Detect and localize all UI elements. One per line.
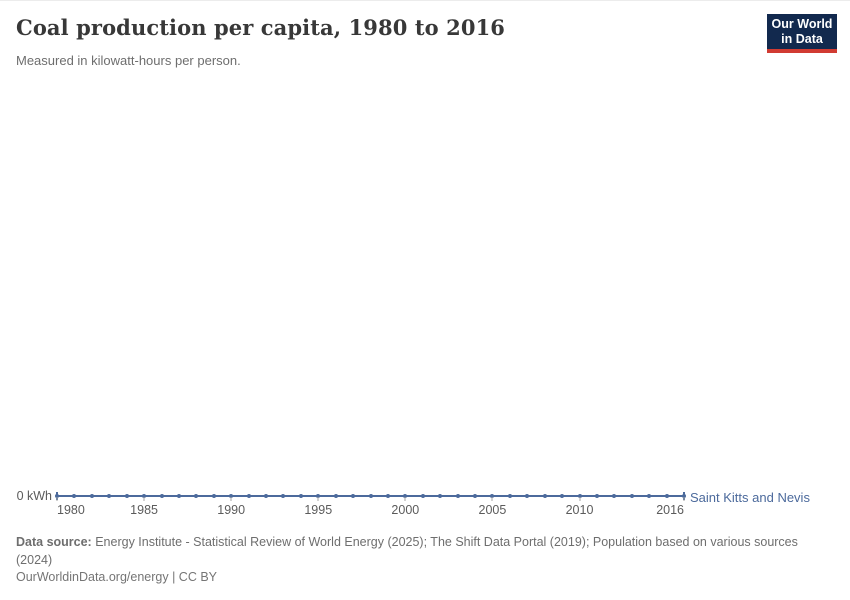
x-axis-tick (56, 497, 58, 501)
data-point (142, 494, 147, 498)
data-point (159, 494, 164, 498)
data-point (542, 494, 547, 498)
footer-link[interactable]: OurWorldinData.org/energy | CC BY (16, 570, 218, 584)
data-point (664, 494, 669, 498)
source-text: Energy Institute - Statistical Review of… (16, 535, 798, 567)
data-point (281, 494, 286, 498)
data-point (107, 494, 112, 498)
data-point (403, 494, 408, 498)
data-point (229, 494, 234, 498)
data-point (176, 494, 181, 498)
data-point (194, 494, 199, 498)
data-point (385, 494, 390, 498)
x-axis-tick (317, 497, 319, 501)
data-point (72, 494, 77, 498)
x-axis-tick-label: 1985 (130, 503, 158, 517)
data-point (351, 494, 356, 498)
x-axis-tick (491, 497, 493, 501)
owid-logo-accent-bar (767, 49, 837, 53)
data-point (473, 494, 477, 498)
data-point (333, 494, 338, 498)
x-axis-tick-label: 1980 (57, 503, 85, 517)
owid-logo-line2: in Data (781, 31, 823, 46)
data-point (594, 494, 599, 498)
owid-logo-line1: Our World (771, 16, 833, 31)
data-point (246, 494, 251, 498)
data-point (124, 494, 129, 498)
data-point (264, 494, 268, 498)
x-axis-tick (230, 497, 232, 501)
data-point (455, 494, 460, 498)
x-axis-tick (143, 497, 145, 501)
line-end-cap (683, 492, 685, 500)
x-axis-tick-label: 2016 (656, 503, 684, 517)
line-end-cap (56, 492, 58, 500)
x-axis-tick-label: 2000 (391, 503, 420, 517)
data-point (420, 494, 425, 498)
source-label: Data source: (16, 535, 92, 549)
x-axis-tick-label: 2005 (478, 503, 507, 517)
data-point (525, 494, 530, 498)
data-point (316, 494, 321, 498)
data-point (298, 494, 303, 498)
x-axis-tick (404, 497, 406, 501)
data-point (438, 494, 443, 498)
data-point (490, 494, 495, 498)
data-point (211, 494, 216, 498)
data-point (89, 494, 94, 498)
owid-logo[interactable]: Our World in Data (767, 14, 837, 53)
series-label[interactable]: Saint Kitts and Nevis (690, 490, 810, 505)
y-axis-zero-label: 0 kWh (16, 489, 52, 503)
data-point (507, 494, 512, 498)
data-point (647, 494, 652, 498)
data-point (560, 494, 565, 498)
x-axis-tick (579, 497, 580, 501)
data-point (368, 494, 373, 498)
data-point (612, 494, 617, 498)
x-axis-tick (683, 497, 685, 501)
data-point (577, 494, 582, 498)
footer-source: Data source: Energy Institute - Statisti… (16, 533, 811, 569)
data-point (629, 494, 634, 498)
x-axis-tick-label: 1995 (304, 503, 333, 517)
x-axis-tick-label: 2010 (565, 503, 594, 517)
chart-title: Coal production per capita, 1980 to 2016 (16, 15, 505, 40)
x-axis-tick-label: 1990 (217, 503, 246, 517)
chart-subtitle: Measured in kilowatt-hours per person. (16, 53, 241, 68)
